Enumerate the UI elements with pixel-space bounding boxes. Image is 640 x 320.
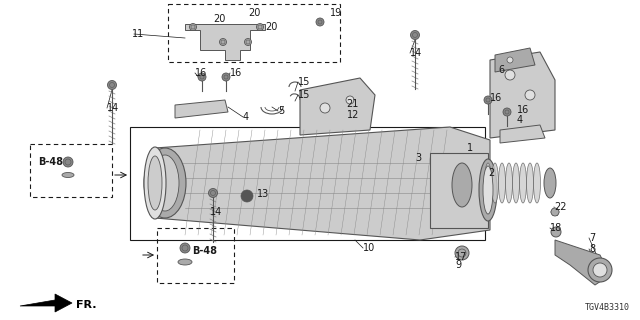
Ellipse shape — [534, 163, 541, 203]
Ellipse shape — [151, 155, 179, 211]
Polygon shape — [155, 127, 490, 240]
Ellipse shape — [479, 159, 497, 221]
Text: 15: 15 — [298, 77, 310, 87]
Circle shape — [551, 208, 559, 216]
Polygon shape — [495, 48, 535, 72]
Text: B-48: B-48 — [38, 157, 63, 167]
Text: 5: 5 — [278, 106, 284, 116]
Circle shape — [525, 90, 535, 100]
Polygon shape — [490, 52, 555, 138]
Text: 16: 16 — [490, 93, 502, 103]
Text: 15: 15 — [298, 90, 310, 100]
Circle shape — [244, 38, 252, 45]
Text: 17: 17 — [455, 252, 467, 262]
Bar — [130, 127, 485, 240]
Ellipse shape — [452, 163, 472, 207]
Text: 7: 7 — [589, 233, 595, 243]
Polygon shape — [500, 125, 545, 143]
Text: 20: 20 — [213, 14, 225, 24]
Text: 14: 14 — [210, 207, 222, 217]
Text: 20: 20 — [248, 8, 260, 18]
Circle shape — [551, 227, 561, 237]
Text: TGV4B3310: TGV4B3310 — [585, 303, 630, 312]
Ellipse shape — [178, 259, 192, 265]
Text: 3: 3 — [415, 153, 421, 163]
Circle shape — [455, 246, 469, 260]
Polygon shape — [175, 100, 228, 118]
Ellipse shape — [520, 163, 527, 203]
Ellipse shape — [144, 148, 186, 218]
Bar — [157, 228, 234, 283]
Text: 4: 4 — [243, 112, 249, 122]
Text: 16: 16 — [517, 105, 529, 115]
Circle shape — [484, 96, 492, 104]
Ellipse shape — [484, 163, 492, 203]
Circle shape — [180, 243, 190, 253]
Circle shape — [505, 70, 515, 80]
Circle shape — [108, 81, 116, 90]
Ellipse shape — [62, 172, 74, 178]
Text: 2: 2 — [488, 168, 494, 178]
Polygon shape — [185, 24, 265, 60]
Text: B-48: B-48 — [192, 246, 217, 256]
Circle shape — [588, 258, 612, 282]
Circle shape — [410, 30, 419, 39]
Ellipse shape — [148, 156, 162, 210]
Circle shape — [189, 23, 196, 30]
Circle shape — [320, 103, 330, 113]
Text: 20: 20 — [265, 22, 277, 32]
Circle shape — [209, 188, 218, 197]
Text: 19: 19 — [330, 8, 342, 18]
Text: 14: 14 — [410, 48, 422, 58]
Polygon shape — [300, 78, 375, 135]
Bar — [30, 144, 112, 197]
Circle shape — [346, 96, 354, 104]
Bar — [168, 4, 340, 62]
Text: 1: 1 — [467, 143, 473, 153]
Text: 14: 14 — [107, 103, 119, 113]
Text: 16: 16 — [195, 68, 207, 78]
Text: FR.: FR. — [76, 300, 97, 310]
Ellipse shape — [483, 166, 493, 214]
Text: 13: 13 — [257, 189, 269, 199]
Text: 6: 6 — [498, 65, 504, 75]
Circle shape — [198, 73, 206, 81]
Text: 12: 12 — [347, 110, 360, 120]
Circle shape — [257, 23, 264, 30]
Text: 9: 9 — [455, 260, 461, 270]
Ellipse shape — [499, 163, 506, 203]
Text: 18: 18 — [550, 223, 563, 233]
Ellipse shape — [492, 163, 499, 203]
Ellipse shape — [527, 163, 534, 203]
Ellipse shape — [506, 163, 513, 203]
Bar — [430, 153, 488, 228]
Polygon shape — [555, 240, 610, 285]
Circle shape — [454, 177, 470, 193]
Circle shape — [222, 73, 230, 81]
Ellipse shape — [144, 147, 166, 219]
Circle shape — [593, 263, 607, 277]
Ellipse shape — [544, 168, 556, 198]
Text: 4: 4 — [517, 115, 523, 125]
Text: 21: 21 — [346, 99, 358, 109]
Text: 16: 16 — [230, 68, 243, 78]
Text: 22: 22 — [554, 202, 566, 212]
Text: 10: 10 — [363, 243, 375, 253]
Ellipse shape — [513, 163, 520, 203]
Circle shape — [63, 157, 73, 167]
Text: 8: 8 — [589, 244, 595, 254]
Circle shape — [503, 108, 511, 116]
Circle shape — [220, 38, 227, 45]
Polygon shape — [20, 294, 72, 312]
Circle shape — [316, 18, 324, 26]
Circle shape — [241, 190, 253, 202]
Circle shape — [507, 57, 513, 63]
Text: 11: 11 — [132, 29, 144, 39]
